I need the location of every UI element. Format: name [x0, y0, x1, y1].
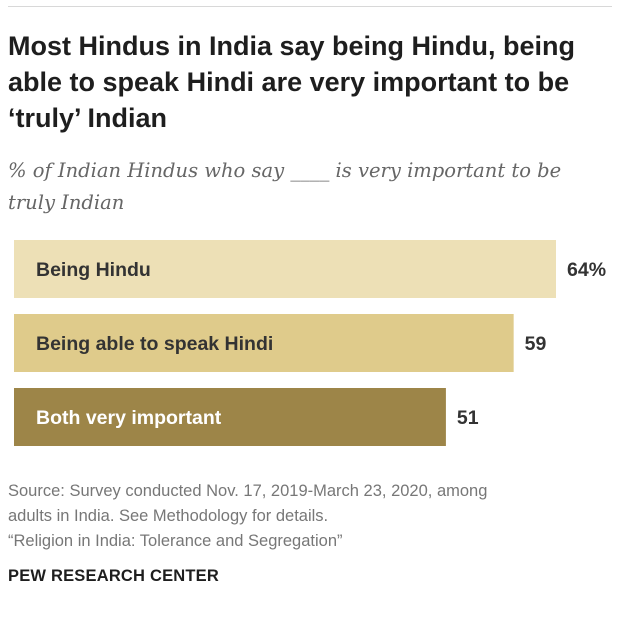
bar-category-label-2: Being able to speak Hindi — [36, 333, 273, 355]
bar-category-label-1: Being Hindu — [36, 259, 151, 281]
source-line-3: “Religion in India: Tolerance and Segreg… — [8, 532, 343, 550]
bar-1 — [14, 240, 556, 298]
bar-value-label-1: 64% — [567, 259, 606, 281]
source-note: Source: Survey conducted Nov. 17, 2019-M… — [8, 479, 612, 554]
bar-3 — [14, 388, 446, 446]
bar-category-label-3: Both very important — [36, 407, 222, 429]
pew-research-center-logo: PEW RESEARCH CENTER — [8, 567, 219, 585]
chart-subtitle: % of Indian Hindus who say ____ is very … — [8, 159, 562, 214]
chart-title: Most Hindus in India say being Hindu, be… — [8, 31, 576, 133]
bar-value-label-2: 59 — [525, 333, 547, 355]
bar-chart: Being Hindu 64% Being able to speak Hindi 5… — [14, 240, 614, 450]
source-line-2: adults in India. See Methodology for det… — [8, 507, 329, 525]
source-line-1: Source: Survey conducted Nov. 17, 2019-M… — [8, 482, 488, 500]
bar-chart-svg: Being Hindu 64% Being able to speak Hindi 5… — [14, 240, 606, 446]
bar-value-label-3: 51 — [457, 407, 479, 429]
top-rule — [8, 6, 612, 7]
bar-2 — [14, 314, 514, 372]
